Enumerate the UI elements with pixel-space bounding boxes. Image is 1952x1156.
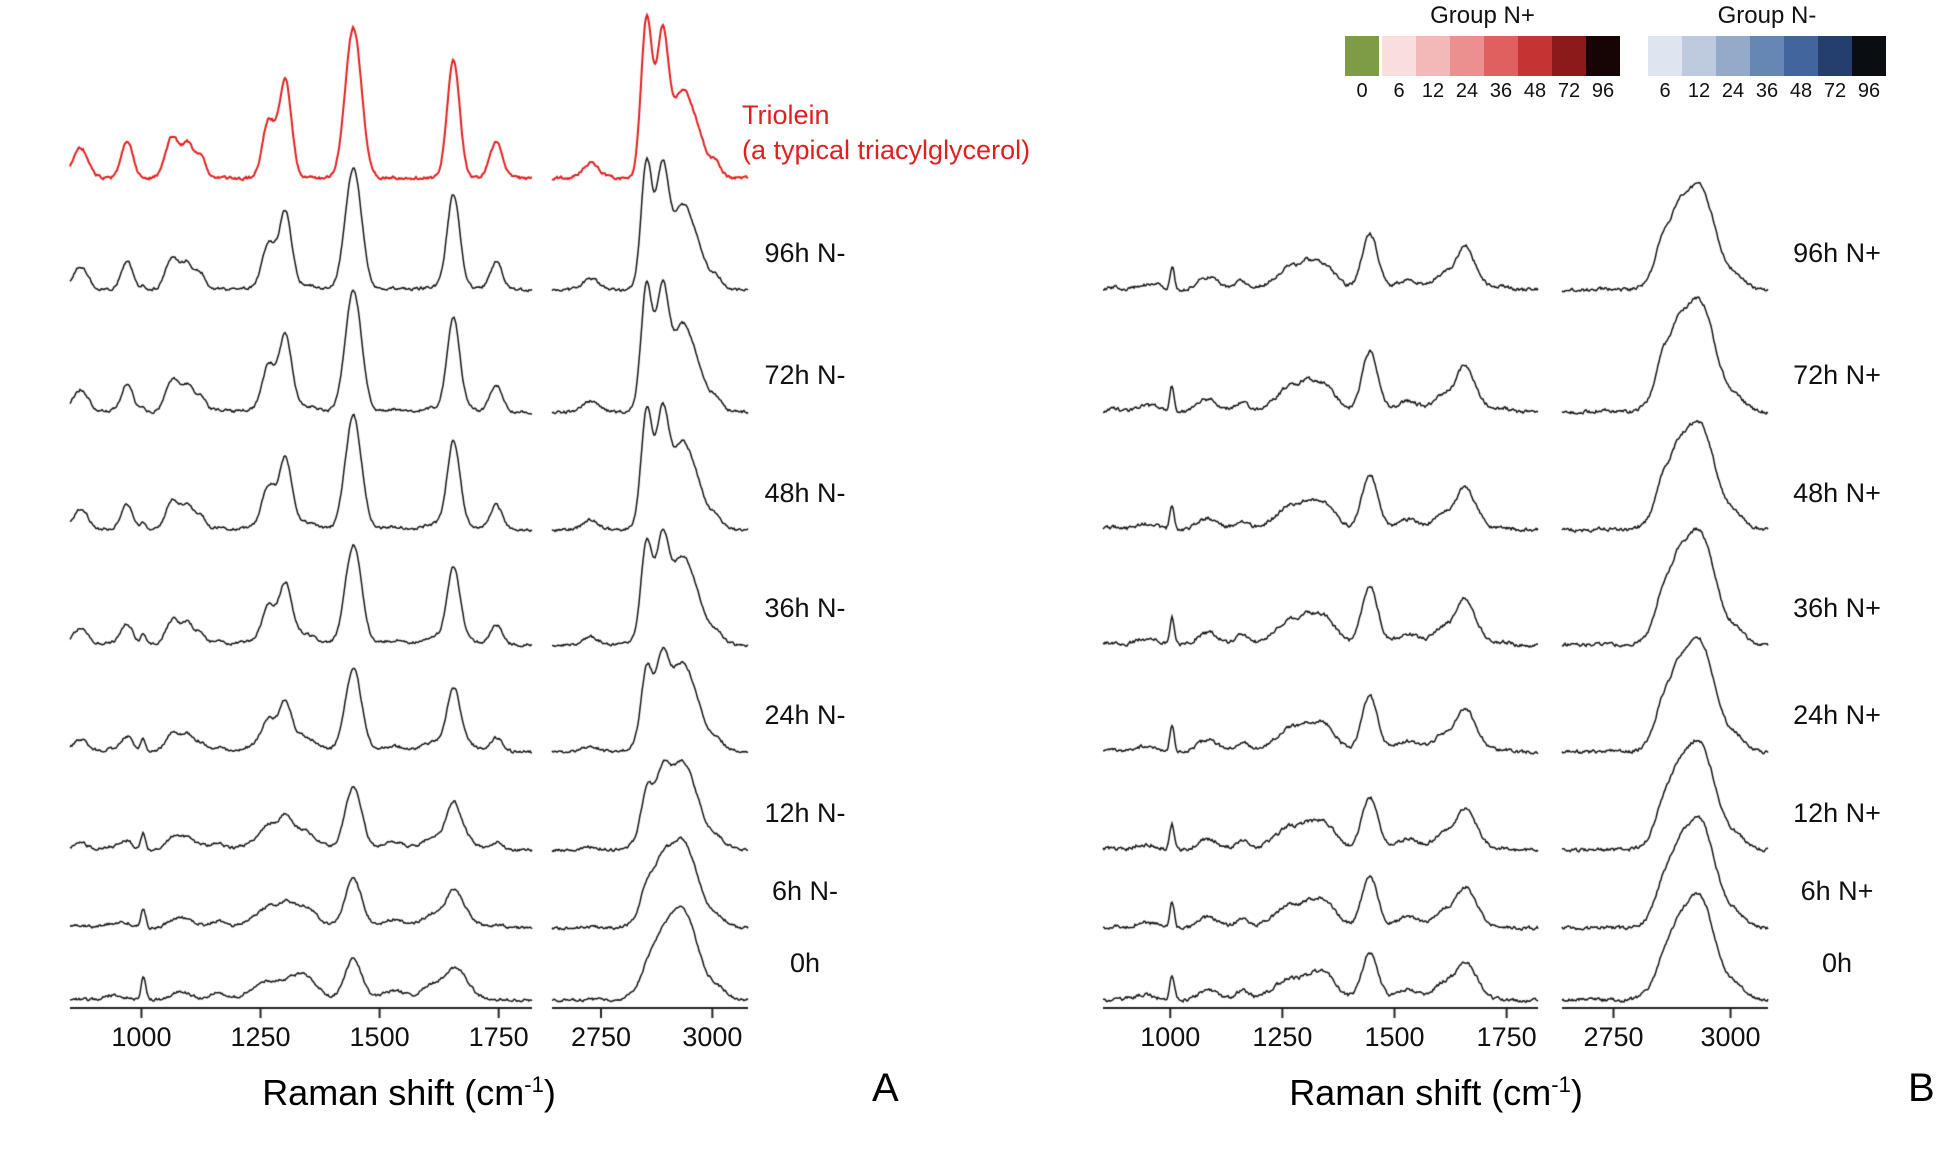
legend-tick-label: 0	[1356, 80, 1368, 102]
legend-tick-label: 36	[1755, 80, 1779, 102]
legend-tick-label: 72	[1823, 80, 1847, 102]
trace-label-0h: 0h	[789, 948, 821, 978]
legend-tick-label: 6	[1393, 80, 1405, 102]
legend-tick-label: 36	[1489, 80, 1513, 102]
triolein-annotation: Triolein (a typical triacylglycerol)	[742, 98, 1030, 168]
x-tick-label: 1250	[230, 1022, 291, 1052]
legend-tick-label: 12	[1421, 80, 1445, 102]
legend-swatch-6h	[1648, 36, 1682, 76]
legend-swatch-0h	[1345, 36, 1379, 76]
x-tick-label: 1000	[111, 1022, 172, 1052]
trace-label-6h-n+: 6h N+	[1800, 876, 1874, 906]
legend-swatch-96h	[1586, 36, 1620, 76]
x-tick-label: 2750	[1583, 1022, 1644, 1052]
x-tick-label: 1500	[1364, 1022, 1425, 1052]
legend-swatch-24h	[1450, 36, 1484, 76]
legend-swatch-6h	[1382, 36, 1416, 76]
time-color-legend: Group N+ 0 6 12 24 36 48 72 96 Group N- 6 12 24 36 48 7…	[1345, 2, 1886, 103]
trace-label-48h-n-: 48h N-	[764, 478, 846, 508]
legend-swatch-12h	[1416, 36, 1450, 76]
x-axis-label-sup: -1	[524, 1072, 544, 1097]
legend-tick-label: 6	[1659, 80, 1671, 102]
legend-swatch-72h	[1552, 36, 1586, 76]
legend-tick-label: 48	[1789, 80, 1813, 102]
trace-label-12h-n-: 12h N-	[764, 798, 846, 828]
legend-tick-label: 48	[1523, 80, 1547, 102]
x-tick-label: 3000	[1700, 1022, 1761, 1052]
x-tick-label: 1750	[1476, 1022, 1537, 1052]
x-tick-label: 1250	[1252, 1022, 1313, 1052]
triolein-annotation-line1: Triolein	[742, 100, 830, 130]
x-axis-label-text: Raman shift (cm	[1289, 1072, 1552, 1113]
legend-swatch-72h	[1818, 36, 1852, 76]
trace-label-72h-n-: 72h N-	[764, 360, 846, 390]
legend-swatch-24h	[1716, 36, 1750, 76]
legend-tick-label: 72	[1557, 80, 1581, 102]
legend-swatch-48h	[1784, 36, 1818, 76]
x-tick-label: 3000	[682, 1022, 743, 1052]
x-axis-label-sup: -1	[1551, 1072, 1571, 1097]
x-tick-label: 1500	[349, 1022, 410, 1052]
trace-label-36h-n-: 36h N-	[764, 593, 846, 623]
trace-label-96h-n-: 96h N-	[764, 238, 846, 268]
trace-label-72h-n+: 72h N+	[1793, 360, 1881, 390]
x-axis-label-text: Raman shift (cm	[262, 1072, 525, 1113]
legend-group-n-plus: Group N+ 0 6 12 24 36 48 72 96	[1345, 2, 1620, 103]
legend-swatch-96h	[1852, 36, 1886, 76]
legend-group-title: Group N+	[1430, 2, 1535, 29]
x-axis-label-close: )	[1570, 1072, 1583, 1113]
trace-label-6h-n-: 6h N-	[771, 876, 839, 906]
panel-letter-b: B	[1908, 1066, 1935, 1110]
x-axis-label-panel-a: Raman shift (cm-1)	[262, 1072, 556, 1114]
trace-label-36h-n+: 36h N+	[1793, 593, 1881, 623]
trace-label-96h-n+: 96h N+	[1793, 238, 1881, 268]
x-axis-label-close: )	[543, 1072, 556, 1113]
triolein-annotation-line2: (a typical triacylglycerol)	[742, 135, 1031, 165]
trace-label-48h-n+: 48h N+	[1793, 478, 1881, 508]
legend-tick-label: 96	[1591, 80, 1615, 102]
legend-tick-label: 12	[1687, 80, 1711, 102]
legend-swatch-12h	[1682, 36, 1716, 76]
legend-tick-label: 24	[1721, 80, 1745, 102]
x-tick-label: 1000	[1140, 1022, 1201, 1052]
legend-group-n-minus: Group N- 6 12 24 36 48 72 96	[1648, 2, 1886, 103]
legend-swatch-48h	[1518, 36, 1552, 76]
legend-tick-label: 96	[1857, 80, 1881, 102]
legend-swatch-36h	[1484, 36, 1518, 76]
trace-label-12h-n+: 12h N+	[1793, 798, 1881, 828]
x-tick-label: 1750	[468, 1022, 529, 1052]
legend-tick-label: 24	[1455, 80, 1479, 102]
panel-letter-a: A	[872, 1066, 899, 1110]
legend-group-title: Group N-	[1717, 2, 1817, 29]
legend-swatch-36h	[1750, 36, 1784, 76]
trace-label-24h-n-: 24h N-	[764, 700, 846, 730]
x-tick-label: 2750	[570, 1022, 632, 1052]
trace-label-0h: 0h	[1821, 948, 1853, 978]
trace-label-24h-n+: 24h N+	[1793, 700, 1881, 730]
x-axis-label-panel-b: Raman shift (cm-1)	[1289, 1072, 1583, 1114]
